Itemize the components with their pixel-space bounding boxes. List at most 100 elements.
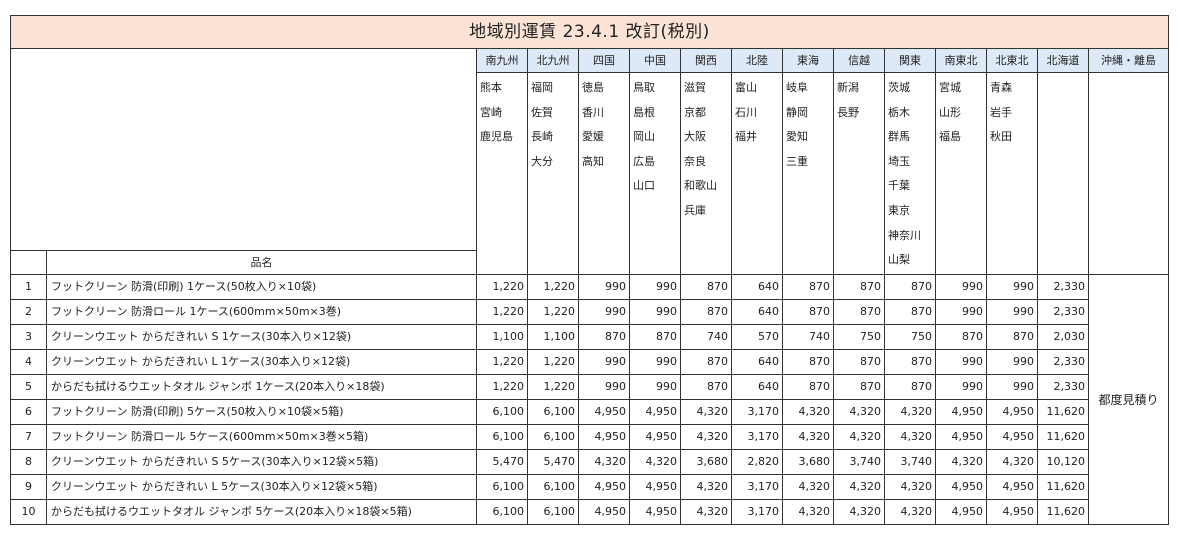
price-cell: 4,950	[578, 399, 630, 425]
prefecture-label: 香川	[582, 105, 604, 119]
region-header: 沖縄・離島	[1088, 48, 1169, 73]
region-prefectures	[1088, 72, 1169, 275]
row-number: 2	[10, 299, 47, 325]
price-cell: 870	[884, 299, 936, 325]
prefecture-label: 秋田	[990, 130, 1012, 144]
price-cell: 4,950	[629, 474, 681, 500]
product-name: からだも拭けるウエットタオル ジャンボ 5ケース(20本入り×18袋×5箱)	[46, 499, 477, 525]
region-prefectures: 岐阜 静岡 愛知 三重	[782, 72, 834, 275]
price-cell: 1,220	[527, 299, 579, 325]
price-cell: 990	[935, 349, 987, 375]
table-row: 9 クリーンウエット からだきれい L 5ケース(30本入り×12袋×5箱) 6,1…	[10, 474, 1169, 500]
price-cell: 4,320	[833, 474, 885, 500]
region-prefectures: 新潟 長野	[833, 72, 885, 275]
prefecture-label: 奈良	[684, 154, 706, 168]
prefecture-label: 岩手	[990, 105, 1012, 119]
price-cell: 6,100	[527, 474, 579, 500]
prefecture-label: 青森	[990, 81, 1012, 94]
region-prefectures: 徳島 香川 愛媛 高知	[578, 72, 630, 275]
price-cell: 990	[578, 299, 630, 325]
price-cell: 870	[833, 274, 885, 300]
price-cell: 4,320	[578, 449, 630, 475]
price-cell: 4,320	[680, 424, 732, 450]
price-cell: 11,620	[1037, 424, 1089, 450]
prefecture-label: 岡山	[633, 130, 655, 144]
price-cell: 1,220	[476, 299, 528, 325]
price-cell: 990	[935, 274, 987, 300]
prefecture-label: 静岡	[786, 105, 808, 119]
price-cell: 6,100	[476, 499, 528, 525]
price-cell: 2,330	[1037, 349, 1089, 375]
region-prefectures: 福岡 佐賀 長崎 大分	[527, 72, 579, 275]
prefecture-label: 茨城	[888, 81, 910, 94]
prefecture-label: 滋賀	[684, 81, 706, 94]
price-cell: 750	[833, 324, 885, 350]
price-cell: 4,320	[782, 474, 834, 500]
price-cell: 990	[629, 299, 681, 325]
price-cell: 1,100	[527, 324, 579, 350]
price-cell: 4,950	[986, 474, 1038, 500]
price-cell: 870	[629, 324, 681, 350]
price-cell: 990	[629, 274, 681, 300]
price-cell: 4,950	[578, 474, 630, 500]
price-cell: 4,950	[935, 474, 987, 500]
sheet-title: 地域別運賃 23.4.1 改訂(税別)	[10, 15, 1169, 49]
price-cell: 990	[986, 374, 1038, 400]
region-prefectures: 茨城 栃木 群馬 埼玉 千葉 東京 神奈川 山梨	[884, 72, 936, 275]
prefecture-label: 東京	[888, 203, 910, 217]
price-cell: 870	[884, 349, 936, 375]
price-cell: 3,170	[731, 474, 783, 500]
price-cell: 990	[578, 374, 630, 400]
prefecture-label: 島根	[633, 105, 655, 119]
prefecture-label: 長野	[837, 105, 859, 119]
price-cell: 4,320	[782, 399, 834, 425]
price-cell: 4,950	[935, 499, 987, 525]
region-header: 関東	[884, 48, 936, 73]
region-prefectures: 富山 石川 福井	[731, 72, 783, 275]
row-number: 6	[10, 399, 47, 425]
price-cell: 6,100	[527, 399, 579, 425]
region-prefectures: 熊本 宮崎 鹿児島	[476, 72, 528, 275]
price-cell: 750	[884, 324, 936, 350]
price-cell: 740	[680, 324, 732, 350]
prefecture-label: 京都	[684, 105, 706, 119]
price-cell: 990	[629, 374, 681, 400]
region-header: 北九州	[527, 48, 579, 73]
price-cell: 870	[680, 274, 732, 300]
price-cell: 3,680	[782, 449, 834, 475]
table-row: 8 クリーンウエット からだきれい S 5ケース(30本入り×12袋×5箱) 5,4…	[10, 449, 1169, 475]
price-cell: 640	[731, 274, 783, 300]
region-header: 北陸	[731, 48, 783, 73]
price-cell: 870	[578, 324, 630, 350]
price-cell: 4,950	[986, 399, 1038, 425]
row-number: 8	[10, 449, 47, 475]
price-cell: 990	[986, 299, 1038, 325]
price-cell: 2,330	[1037, 274, 1089, 300]
prefecture-label: 佐賀	[531, 105, 553, 119]
price-cell: 570	[731, 324, 783, 350]
row-number: 9	[10, 474, 47, 500]
region-header: 四国	[578, 48, 630, 73]
price-cell: 3,170	[731, 399, 783, 425]
prefecture-label: 富山	[735, 81, 757, 94]
row-number: 5	[10, 374, 47, 400]
price-cell: 990	[578, 274, 630, 300]
price-cell: 3,680	[680, 449, 732, 475]
price-cell: 6,100	[527, 424, 579, 450]
row-number: 4	[10, 349, 47, 375]
price-cell: 4,320	[833, 399, 885, 425]
row-number: 7	[10, 424, 47, 450]
price-cell: 4,320	[833, 499, 885, 525]
prefecture-label: 三重	[786, 154, 808, 168]
price-cell: 1,220	[476, 349, 528, 375]
price-cell: 4,950	[578, 499, 630, 525]
price-cell: 4,950	[986, 499, 1038, 525]
price-cell: 870	[884, 274, 936, 300]
price-cell: 6,100	[527, 499, 579, 525]
region-prefectures: 宮城 山形 福島	[935, 72, 987, 275]
price-cell: 4,950	[935, 424, 987, 450]
region-header: 南九州	[476, 48, 528, 73]
product-name: クリーンウエット からだきれい L 5ケース(30本入り×12袋×5箱)	[46, 474, 477, 500]
price-cell: 4,320	[884, 399, 936, 425]
table-row: 10 からだも拭けるウエットタオル ジャンボ 5ケース(20本入り×18袋×5箱)…	[10, 499, 1169, 525]
